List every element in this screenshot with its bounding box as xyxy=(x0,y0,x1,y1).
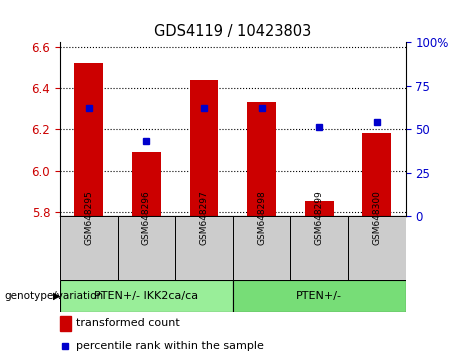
Bar xyxy=(60,280,233,312)
Bar xyxy=(60,216,118,280)
Bar xyxy=(290,216,348,280)
Bar xyxy=(233,216,290,280)
Text: GSM648295: GSM648295 xyxy=(84,190,93,245)
Text: PTEN+/- IKK2ca/ca: PTEN+/- IKK2ca/ca xyxy=(95,291,198,301)
Text: GSM648300: GSM648300 xyxy=(372,190,381,245)
Bar xyxy=(118,216,175,280)
Bar xyxy=(74,63,103,216)
Title: GDS4119 / 10423803: GDS4119 / 10423803 xyxy=(154,23,312,39)
Text: PTEN+/-: PTEN+/- xyxy=(296,291,342,301)
Text: GSM648298: GSM648298 xyxy=(257,190,266,245)
Bar xyxy=(348,216,406,280)
Text: ▶: ▶ xyxy=(53,291,60,301)
Bar xyxy=(305,201,334,216)
Bar xyxy=(132,152,161,216)
Text: transformed count: transformed count xyxy=(76,318,180,329)
Bar xyxy=(60,316,71,331)
Text: genotype/variation: genotype/variation xyxy=(5,291,104,301)
Bar xyxy=(362,133,391,216)
Bar xyxy=(175,216,233,280)
Text: percentile rank within the sample: percentile rank within the sample xyxy=(76,341,264,350)
Bar xyxy=(189,80,219,216)
Bar xyxy=(247,102,276,216)
Bar xyxy=(233,280,406,312)
Text: GSM648299: GSM648299 xyxy=(315,190,324,245)
Text: GSM648297: GSM648297 xyxy=(200,190,208,245)
Text: GSM648296: GSM648296 xyxy=(142,190,151,245)
